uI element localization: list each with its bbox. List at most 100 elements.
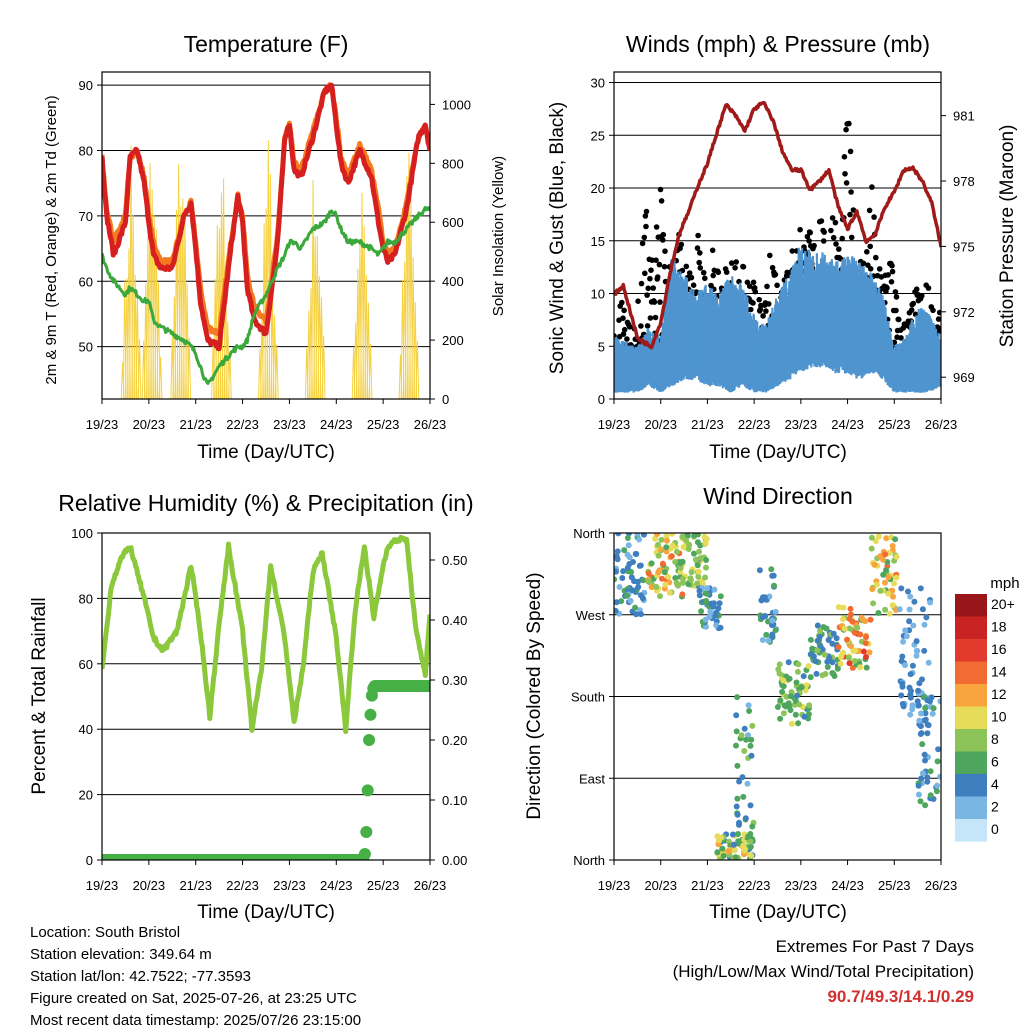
winds-xtick-label: 22/23 [738, 417, 771, 432]
wind-direction-point [921, 751, 928, 758]
gust-point [750, 300, 756, 306]
gust-point [702, 275, 708, 282]
precip-point [363, 734, 376, 746]
wind-direction-point [703, 536, 710, 542]
gust-point [925, 285, 932, 291]
gust-point [657, 299, 663, 305]
speed-legend-swatch [955, 819, 987, 842]
wind-series [614, 247, 941, 393]
gust-point [696, 259, 702, 266]
temperature-ytick-right-label: 0 [442, 392, 449, 407]
wind-direction-point [738, 732, 745, 739]
wind-direction-point [703, 557, 710, 563]
wind-direction-point [846, 660, 853, 667]
wind-direction-point [917, 723, 924, 730]
wind-direction-point [907, 671, 914, 678]
winds-xtick-label: 20/23 [644, 417, 677, 432]
temperature-plot-area [102, 82, 430, 399]
wind-direction-point [885, 590, 892, 597]
wind-direction-point [747, 831, 754, 837]
wind-direction-point [632, 604, 639, 611]
wind-direction-xtick-label: 23/23 [785, 878, 818, 893]
wind-direction-point [786, 702, 793, 709]
wind-direction-point [907, 711, 914, 718]
wind-direction-point [914, 698, 921, 705]
wind-direction-point [630, 587, 637, 594]
wind-direction-point [772, 627, 779, 634]
wind-direction-point [814, 622, 821, 629]
wind-direction-point [658, 536, 665, 543]
wind-direction-point [733, 742, 739, 749]
gust-point [686, 270, 693, 276]
gust-point [647, 315, 654, 321]
gust-point [764, 283, 770, 290]
wind-direction-point [922, 705, 929, 712]
wind-direction-point [634, 578, 641, 585]
gust-point [683, 263, 690, 270]
wind-direction-point [917, 585, 924, 592]
gust-point [643, 223, 649, 230]
wind-direction-point [922, 802, 929, 809]
wind-direction-point [882, 606, 889, 613]
gust-point [746, 283, 753, 290]
wind-direction-point [921, 621, 928, 628]
wind-direction-point [741, 748, 748, 754]
wind-direction-point [868, 545, 875, 552]
gust-point [847, 148, 854, 155]
wind-direction-point [686, 541, 693, 548]
solar-insolation-spike [185, 283, 189, 399]
gust-point [723, 269, 730, 276]
gust-point [848, 234, 855, 241]
wind-direction-point [924, 778, 931, 785]
wind-direction-point [925, 659, 932, 666]
gust-point [843, 126, 849, 133]
wind-direction-point [792, 711, 799, 718]
wind-direction-point [765, 637, 772, 644]
rh-precip-ytick-right-label: 0.50 [442, 553, 467, 568]
speed-legend-label: 8 [991, 731, 999, 747]
rh-precip-ytick-right-label: 0.00 [442, 853, 467, 868]
temperature-ytick-label: 90 [79, 78, 93, 93]
rh-precip-ytick-label: 40 [79, 722, 93, 737]
wind-direction-point [851, 629, 858, 636]
temperature-ytick-label: 60 [79, 274, 93, 289]
wind-direction-point [621, 547, 628, 554]
gust-point [850, 207, 857, 213]
wind-direction-point [640, 577, 647, 584]
winds-ytick-label: 0 [598, 392, 605, 407]
rh-precip-title: Relative Humidity (%) & Precipitation (i… [58, 490, 473, 516]
wind-direction-point [624, 535, 631, 541]
rh-precip-panel: Relative Humidity (%) & Precipitation (i… [29, 490, 474, 923]
wind-direction-point [785, 659, 792, 666]
gust-point [767, 252, 773, 259]
wind-direction-point [627, 597, 634, 604]
gust-point [700, 269, 707, 276]
temperature-ytick-right-label: 200 [442, 333, 464, 348]
rh-precip-xlabel: Time (Day/UTC) [197, 902, 335, 923]
gust-point [620, 331, 627, 337]
wind-direction-point [866, 649, 873, 656]
temperature-plot-border [101, 71, 431, 400]
temperature-ytick-label: 50 [79, 340, 93, 355]
wind-direction-point [662, 581, 669, 588]
wind-direction-point [780, 683, 787, 690]
winds-xlabel: Time (Day/UTC) [709, 442, 847, 463]
wind-direction-point [857, 631, 864, 638]
wind-direction-point [924, 730, 931, 737]
speed-legend-label: 0 [991, 821, 999, 837]
precip-point [423, 680, 430, 692]
wind-direction-point [929, 710, 936, 717]
wind-direction-xlabel: Time (Day/UTC) [709, 902, 847, 923]
wind-direction-point [614, 548, 621, 555]
wind-direction-point [852, 658, 858, 664]
wind-direction-point [628, 569, 635, 575]
winds-xtick-label: 26/23 [925, 417, 958, 432]
wind-direction-point [717, 624, 724, 631]
wind-direction-xtick-label: 19/23 [598, 878, 631, 893]
wind-direction-point [795, 661, 802, 668]
gust-point [645, 285, 651, 292]
gust-point [769, 264, 776, 271]
temperature-ytick-label: 70 [79, 209, 93, 224]
wind-direction-point [749, 722, 756, 729]
solar-insolation-spike [368, 343, 373, 399]
